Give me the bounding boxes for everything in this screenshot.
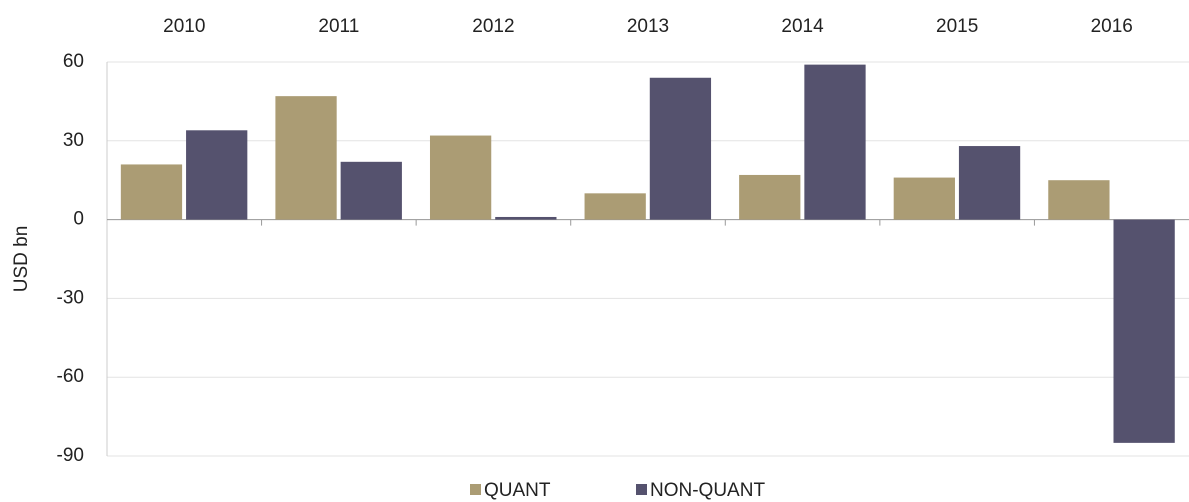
y-tick-label: -60 (57, 366, 84, 387)
x-tick-label: 2011 (318, 16, 359, 37)
bar (275, 96, 337, 220)
x-tick-label: 2016 (1091, 16, 1133, 37)
bar (804, 64, 866, 220)
bar (340, 161, 402, 220)
x-tick-label: 2014 (781, 16, 824, 37)
y-tick-label: -30 (57, 287, 84, 308)
bar (1113, 219, 1175, 443)
x-tick-label: 2012 (472, 16, 514, 37)
bar (429, 135, 492, 220)
x-tick-label: 2010 (163, 16, 205, 37)
y-tick-label: -90 (57, 445, 84, 466)
legend-swatch (470, 484, 481, 495)
legend-swatch (636, 484, 647, 495)
bar (739, 174, 801, 220)
bar (958, 146, 1021, 220)
bar (649, 77, 712, 220)
y-axis-label: USD bn (11, 226, 32, 293)
y-tick-label: 0 (73, 209, 84, 230)
y-tick-label: 30 (63, 130, 84, 151)
bar (584, 193, 646, 220)
bar (495, 216, 557, 220)
legend-label: NON-QUANT (650, 480, 765, 501)
y-tick-label: 60 (63, 51, 84, 72)
x-tick-label: 2015 (936, 16, 978, 37)
bar (186, 130, 248, 220)
bar (1048, 180, 1110, 220)
bar (120, 164, 183, 220)
bar (893, 177, 955, 220)
x-tick-label: 2013 (627, 16, 669, 37)
legend-label: QUANT (484, 480, 551, 501)
